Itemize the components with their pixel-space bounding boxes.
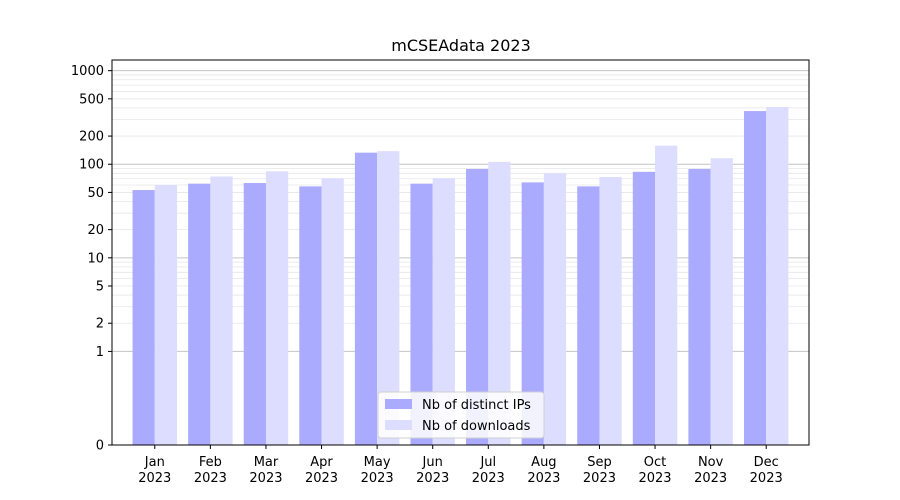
y-tick-label: 50 bbox=[87, 186, 104, 201]
legend-label: Nb of distinct IPs bbox=[422, 398, 531, 413]
bar-distinct-ips-may bbox=[354, 152, 378, 445]
x-tick-label-year: 2023 bbox=[694, 471, 727, 486]
x-tick-label-year: 2023 bbox=[750, 471, 783, 486]
bar-downloads-apr bbox=[321, 178, 344, 445]
bar-downloads-jul bbox=[488, 161, 511, 445]
x-tick-label-month: Jul bbox=[479, 455, 496, 470]
y-tick-label: 0 bbox=[96, 439, 104, 454]
bar-distinct-ips-jun bbox=[410, 183, 433, 445]
bar-downloads-jan bbox=[154, 185, 178, 445]
x-tick-label-year: 2023 bbox=[361, 471, 394, 486]
x-tick-label-year: 2023 bbox=[638, 471, 671, 486]
legend-swatch bbox=[385, 420, 412, 430]
x-tick-label-month: Sep bbox=[587, 455, 612, 470]
bar-downloads-aug bbox=[543, 173, 567, 445]
bar-distinct-ips-jul bbox=[466, 168, 489, 445]
x-tick-label-month: Oct bbox=[644, 455, 666, 470]
y-tick-label: 100 bbox=[79, 158, 104, 173]
x-tick-label-year: 2023 bbox=[527, 471, 560, 486]
legend: Nb of distinct IPs Nb of downloads bbox=[377, 391, 545, 439]
bar-distinct-ips-sep bbox=[577, 186, 600, 445]
x-tick-label-month: Nov bbox=[698, 455, 724, 470]
x-tick-label-month: Aug bbox=[531, 455, 556, 470]
x-tick-label-year: 2023 bbox=[583, 471, 616, 486]
bar-distinct-ips-mar bbox=[243, 183, 266, 446]
x-tick-label-month: Jun bbox=[422, 455, 443, 470]
bar-downloads-nov bbox=[710, 158, 733, 446]
x-tick-label-month: Jan bbox=[144, 455, 165, 470]
bar-distinct-ips-oct bbox=[632, 171, 656, 445]
bar-distinct-ips-dec bbox=[743, 111, 767, 445]
y-tick-label: 500 bbox=[79, 92, 104, 107]
bar-downloads-may bbox=[377, 151, 400, 446]
x-tick-label-month: Apr bbox=[310, 455, 333, 470]
chart-title: mCSEAdata 2023 bbox=[391, 36, 531, 55]
x-axis: Jan2023Feb2023Mar2023Apr2023May2023Jun20… bbox=[138, 445, 783, 486]
bar-downloads-sep bbox=[599, 177, 622, 446]
bar-distinct-ips-nov bbox=[688, 168, 711, 445]
plot-area-frame bbox=[111, 59, 810, 446]
y-tick-label: 10 bbox=[87, 251, 104, 266]
bar-distinct-ips-aug bbox=[521, 182, 544, 445]
bar-downloads-jun bbox=[432, 178, 455, 445]
y-tick-label: 20 bbox=[87, 223, 104, 238]
x-tick-label-year: 2023 bbox=[194, 471, 227, 486]
x-tick-label-year: 2023 bbox=[249, 471, 282, 486]
bar-distinct-ips-jan bbox=[132, 190, 155, 445]
y-tick-label: 2 bbox=[96, 317, 104, 332]
legend-label: Nb of downloads bbox=[422, 419, 531, 434]
y-tick-label: 200 bbox=[79, 130, 104, 145]
y-tick-label: 1000 bbox=[71, 64, 104, 79]
x-tick-label-month: Dec bbox=[754, 455, 779, 470]
legend-box bbox=[377, 391, 545, 439]
bar-downloads-oct bbox=[655, 145, 678, 445]
x-tick-label-year: 2023 bbox=[305, 471, 338, 486]
legend-swatch bbox=[385, 399, 412, 409]
bars bbox=[132, 106, 789, 446]
bar-distinct-ips-apr bbox=[299, 186, 322, 445]
bar-downloads-feb bbox=[210, 176, 233, 446]
x-tick-label-month: Mar bbox=[254, 455, 279, 470]
y-axis: 0 1 2 5 10 20 50 100 200 500 1000 bbox=[71, 64, 112, 454]
x-tick-label-year: 2023 bbox=[138, 471, 171, 486]
bar-downloads-dec bbox=[766, 106, 789, 445]
x-tick-label-year: 2023 bbox=[472, 471, 505, 486]
y-tick-label: 5 bbox=[96, 280, 104, 295]
x-tick-label-month: May bbox=[364, 455, 391, 470]
bar-distinct-ips-feb bbox=[188, 183, 211, 445]
x-tick-label-year: 2023 bbox=[416, 471, 449, 486]
x-tick-label-month: Feb bbox=[199, 455, 222, 470]
bar-downloads-mar bbox=[265, 171, 289, 445]
y-tick-label: 1 bbox=[96, 345, 104, 360]
